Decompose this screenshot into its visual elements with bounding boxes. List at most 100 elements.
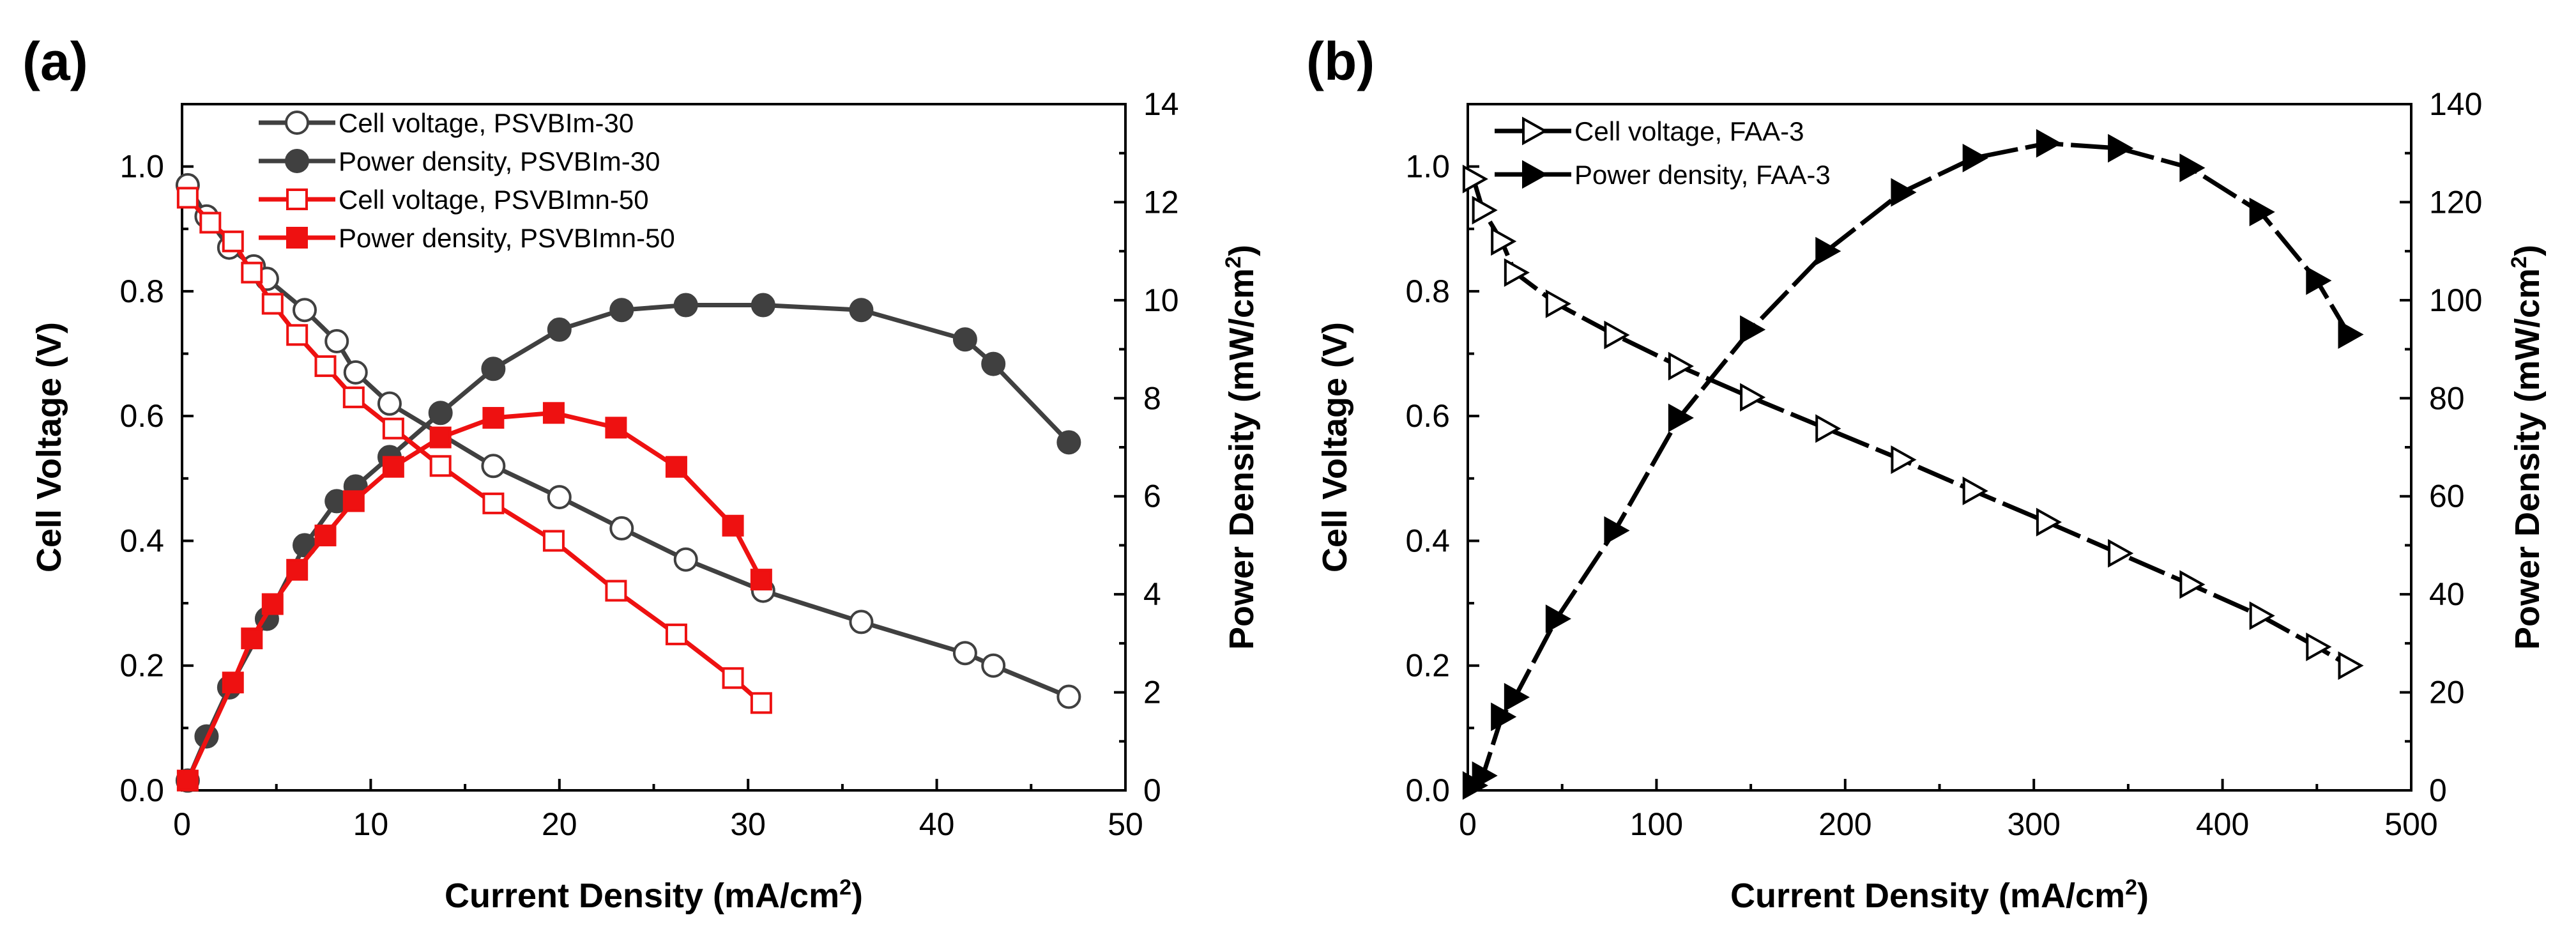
data-point xyxy=(673,547,698,572)
x-tick-label: 400 xyxy=(2196,806,2249,842)
data-point xyxy=(547,317,572,342)
data-point xyxy=(293,298,317,323)
data-point xyxy=(2108,539,2134,568)
y-right-tick-label: 60 xyxy=(2429,479,2465,514)
data-point xyxy=(429,426,452,449)
data-point xyxy=(542,402,565,424)
chart-panel-1: (b) 0 100 200 300 400 500 0.0 0.2 0.4 0.6 0.8 1.0 0 20… xyxy=(1306,31,2547,915)
data-point xyxy=(722,514,744,537)
data-point xyxy=(1491,227,1517,256)
data-point xyxy=(605,417,627,439)
data-point xyxy=(1815,414,1841,443)
data-point xyxy=(2249,601,2275,631)
y-left-tick-label: 0.6 xyxy=(119,398,164,434)
data-point xyxy=(665,623,687,645)
legend-marker xyxy=(286,188,308,210)
data-point xyxy=(241,627,263,650)
legend-label: Cell voltage, PSVBImn-50 xyxy=(339,185,649,215)
x-tick-label: 500 xyxy=(2384,806,2437,842)
legend-label: Cell voltage, FAA-3 xyxy=(1574,116,1804,146)
data-point xyxy=(2179,153,2206,183)
series-0 xyxy=(175,173,1081,709)
data-point xyxy=(1668,351,1694,381)
y-left-tick-label: 0.4 xyxy=(1405,523,1450,558)
y-left-tick-label: 0.4 xyxy=(119,523,164,558)
legend-label: Cell voltage, PSVBIm-30 xyxy=(339,108,634,138)
data-point xyxy=(1962,143,1988,173)
data-point xyxy=(286,558,309,581)
legend-marker xyxy=(1522,160,1548,189)
data-point xyxy=(261,593,284,615)
data-point xyxy=(222,672,244,694)
data-point xyxy=(849,610,874,634)
y-right-tick-label: 0 xyxy=(1143,772,1161,808)
data-point xyxy=(482,406,505,429)
data-point xyxy=(1740,383,1766,412)
y-left-tick-label: 1.0 xyxy=(1405,149,1450,185)
data-point xyxy=(382,417,404,440)
y-right-tick-label: 8 xyxy=(1143,380,1161,416)
y-left-tick-label: 0.2 xyxy=(119,648,164,684)
y-right-axis-title: Power Density (mW/cm2) xyxy=(1221,245,1261,650)
data-point xyxy=(261,293,284,315)
y-right-tick-label: 6 xyxy=(1143,479,1161,514)
data-point xyxy=(343,360,368,385)
data-point xyxy=(1056,684,1081,709)
y-left-tick-label: 0.6 xyxy=(1405,398,1450,434)
plot-frame xyxy=(1467,103,2412,792)
y-right-tick-label: 2 xyxy=(1143,675,1161,710)
y-right-tick-label: 120 xyxy=(2429,184,2482,220)
data-point xyxy=(342,490,365,512)
data-point xyxy=(2306,633,2332,661)
data-point xyxy=(286,324,309,346)
data-point xyxy=(324,329,349,354)
y-left-tick-label: 0.0 xyxy=(119,772,164,808)
legend-marker xyxy=(1522,116,1548,146)
data-point xyxy=(1462,164,1488,194)
y-right-tick-label: 10 xyxy=(1143,282,1179,318)
x-axis-title: Current Density (mA/cm2) xyxy=(1730,875,2149,915)
y-right-axis-title: Power Density (mW/cm2) xyxy=(2507,245,2547,650)
y-right-tick-label: 0 xyxy=(2429,772,2447,808)
y-right-tick-label: 140 xyxy=(2429,86,2482,122)
legend-marker xyxy=(285,111,309,135)
data-point xyxy=(1545,604,1571,633)
x-tick-label: 10 xyxy=(353,806,389,842)
legend-label: Power density, PSVBImn-50 xyxy=(339,223,675,253)
data-point xyxy=(2338,651,2364,680)
data-point xyxy=(605,580,627,602)
data-point xyxy=(176,187,199,209)
data-point xyxy=(750,692,772,714)
series-1 xyxy=(175,293,1081,793)
series-0 xyxy=(1462,164,2364,680)
data-point xyxy=(2036,507,2062,537)
data-point xyxy=(199,211,222,234)
data-point xyxy=(609,516,634,541)
data-point xyxy=(849,298,874,323)
data-point xyxy=(377,391,402,416)
panel-label: (b) xyxy=(1306,31,1375,91)
data-point xyxy=(981,653,1006,678)
data-point xyxy=(429,455,452,477)
data-point xyxy=(1604,320,1630,349)
data-point xyxy=(665,456,687,478)
data-point xyxy=(222,230,244,252)
legend: Cell voltage, PSVBIm-30 Power density, PS… xyxy=(259,108,675,253)
data-point xyxy=(751,293,775,318)
x-axis-title: Current Density (mA/cm2) xyxy=(445,875,863,915)
data-point xyxy=(428,401,453,426)
legend-marker xyxy=(285,149,309,173)
x-tick-label: 0 xyxy=(1459,806,1477,842)
legend-marker xyxy=(286,227,308,249)
panel-label: (a) xyxy=(22,31,88,91)
data-point xyxy=(1815,236,1841,266)
series-line xyxy=(186,196,763,705)
x-tick-label: 0 xyxy=(173,806,191,842)
data-point xyxy=(1668,403,1694,433)
series-line xyxy=(185,184,1070,699)
series-line xyxy=(1471,178,2351,668)
data-point xyxy=(342,386,365,408)
data-point xyxy=(2338,320,2364,349)
y-left-tick-label: 0.2 xyxy=(1405,648,1450,684)
